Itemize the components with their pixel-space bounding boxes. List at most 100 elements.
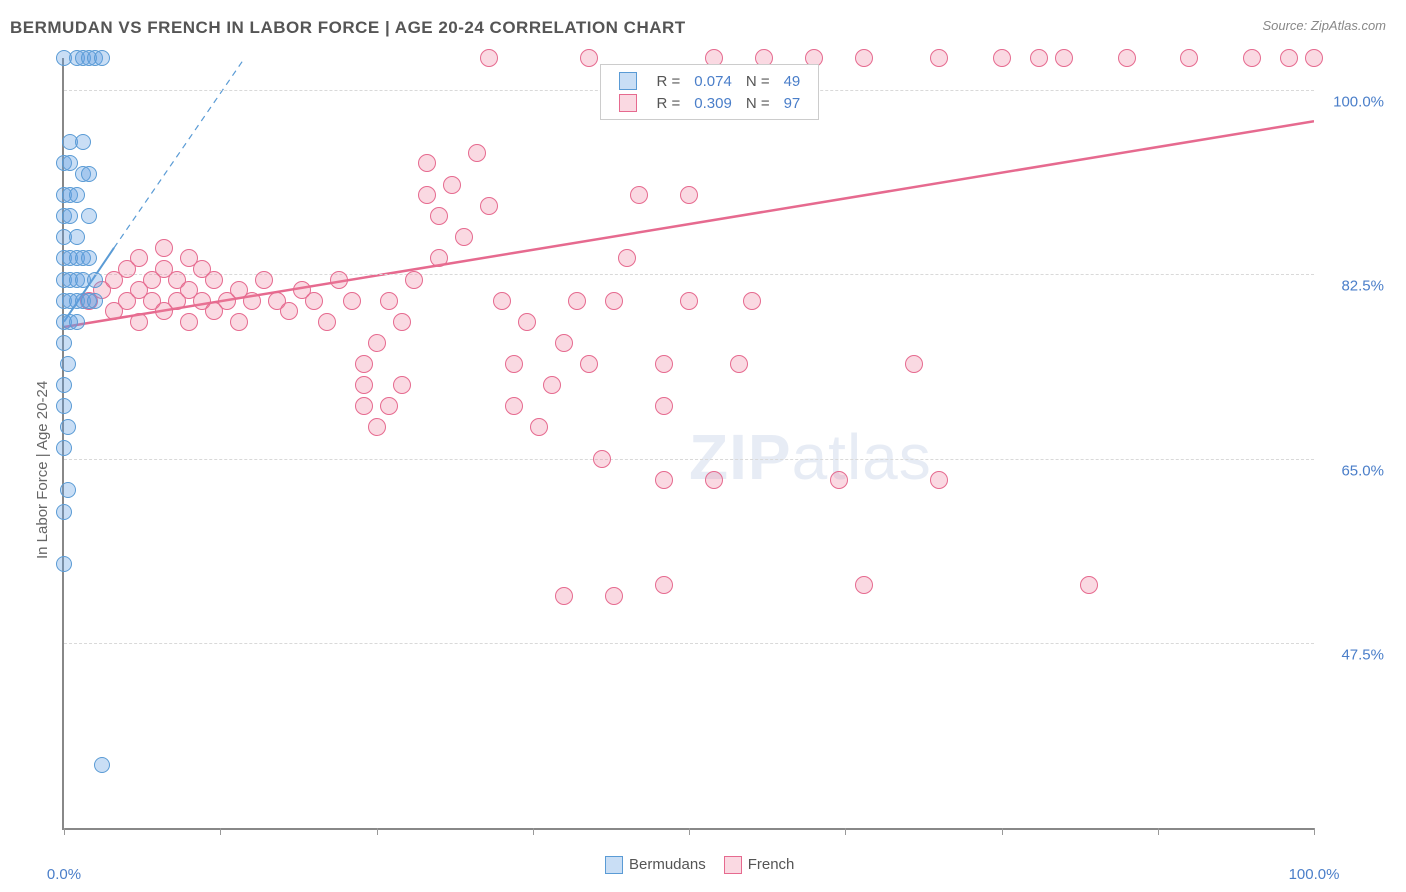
french-point [155,239,173,257]
french-point [1080,576,1098,594]
french-point [443,176,461,194]
french-point [355,355,373,373]
bermudans-point [60,419,76,435]
regression-lines [64,58,1314,828]
french-point [468,144,486,162]
french-point [605,587,623,605]
french-point [380,292,398,310]
french-point [355,397,373,415]
french-point [730,355,748,373]
stats-table: R = 0.074 N = 49 R = 0.309 N = 97 [611,69,809,115]
gridline-h [64,459,1314,460]
x-tick [1002,828,1003,835]
bermudans-point [75,134,91,150]
bermudans-swatch [619,72,637,90]
french-point [330,271,348,289]
y-tick-label: 65.0% [1324,462,1384,479]
french-point [380,397,398,415]
french-point [855,576,873,594]
x-tick [64,828,65,835]
french-point [1118,49,1136,67]
french-point [343,292,361,310]
french-point [518,313,536,331]
y-axis-label: In Labor Force | Age 20-24 [34,380,51,558]
french-point [480,197,498,215]
french-point [1055,49,1073,67]
bermudans-point [94,50,110,66]
french-point [368,334,386,352]
bermudans-legend-label: Bermudans [629,856,706,873]
bermudans-point [87,272,103,288]
french-point [455,228,473,246]
x-tick [845,828,846,835]
x-tick [1314,828,1315,835]
bermudans-point [56,440,72,456]
french-point [580,49,598,67]
french-point [493,292,511,310]
french-point [905,355,923,373]
title-bar: BERMUDAN VS FRENCH IN LABOR FORCE | AGE … [10,18,1396,46]
french-point [480,49,498,67]
bermudans-point [69,229,85,245]
french-point [205,271,223,289]
french-point [393,376,411,394]
n-label: N = [740,93,776,113]
french-point [318,313,336,331]
french-point [505,397,523,415]
french-point [630,186,648,204]
french-point [505,355,523,373]
r-label: R = [651,93,687,113]
french-point [655,576,673,594]
french-point [605,292,623,310]
n-value-french: 97 [778,93,807,113]
bermudans-point [87,293,103,309]
x-tick [220,828,221,835]
r-value-bermudans: 0.074 [688,71,738,91]
x-tick [533,828,534,835]
french-point [1305,49,1323,67]
x-tick [1158,828,1159,835]
french-point [555,334,573,352]
french-point [680,292,698,310]
french-point [280,302,298,320]
french-point [243,292,261,310]
french-point [555,587,573,605]
bermudans-point [56,556,72,572]
bermudans-point [69,314,85,330]
bermudans-point [56,398,72,414]
watermark: ZIPatlas [689,420,932,494]
french-point [418,186,436,204]
french-swatch [619,94,637,112]
french-point [993,49,1011,67]
french-point [743,292,761,310]
r-value-french: 0.309 [688,93,738,113]
french-point [430,207,448,225]
french-point [1180,49,1198,67]
scatter-plot: ZIPatlas 47.5%65.0%82.5%100.0%0.0%100.0% [62,58,1314,830]
n-value-bermudans: 49 [778,71,807,91]
french-point [355,376,373,394]
french-point [655,355,673,373]
series-legend: BermudansFrench [587,856,794,874]
french-point [655,397,673,415]
french-point [305,292,323,310]
french-point [580,355,598,373]
french-point [930,49,948,67]
bermudans-point [81,208,97,224]
french-point [230,313,248,331]
bermudans-point [56,335,72,351]
y-tick-label: 82.5% [1324,278,1384,295]
french-point [618,249,636,267]
y-tick-label: 100.0% [1324,93,1384,110]
french-point [368,418,386,436]
french-point [430,249,448,267]
bermudans-point [69,187,85,203]
bermudans-point [94,757,110,773]
french-point [543,376,561,394]
french-point [130,313,148,331]
x-tick-label: 0.0% [47,866,81,883]
french-point [593,450,611,468]
french-point [855,49,873,67]
bermudans-point [60,482,76,498]
gridline-h [64,643,1314,644]
